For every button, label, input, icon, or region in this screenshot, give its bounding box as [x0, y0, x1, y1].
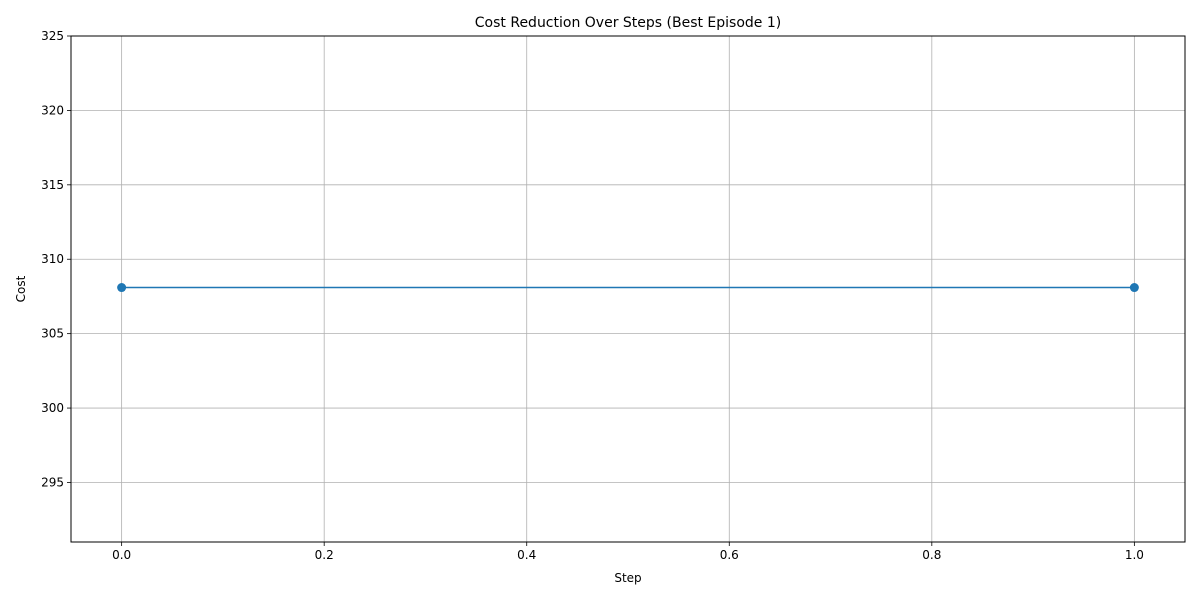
y-tick-label: 295: [41, 475, 64, 489]
axes-frame: [70, 35, 1186, 543]
series-layer: [117, 283, 1139, 293]
x-tick-label: 0.6: [720, 548, 739, 562]
chart-title: Cost Reduction Over Steps (Best Episode …: [475, 15, 781, 31]
y-tick-label: 315: [41, 178, 64, 192]
y-tick-label: 305: [41, 327, 64, 341]
y-tick-label: 320: [41, 103, 64, 117]
x-tick-label: 0.0: [112, 548, 131, 562]
y-tick-label: 325: [41, 29, 64, 43]
y-tick-label: 300: [41, 401, 64, 415]
x-tick-label: 0.4: [517, 548, 536, 562]
x-axis-label: Step: [614, 571, 641, 585]
data-point: [117, 283, 127, 293]
x-tick-label: 0.8: [922, 548, 941, 562]
ticks: 0.0 0.2 0.4 0.6 0.8 1.0 295 300 305 310 315 320 325: [41, 29, 1144, 562]
y-tick-label: 310: [41, 252, 64, 266]
data-point: [1129, 283, 1139, 293]
x-tick-label: 0.2: [315, 548, 334, 562]
y-axis-label: Cost: [14, 275, 28, 302]
x-tick-label: 1.0: [1125, 548, 1144, 562]
